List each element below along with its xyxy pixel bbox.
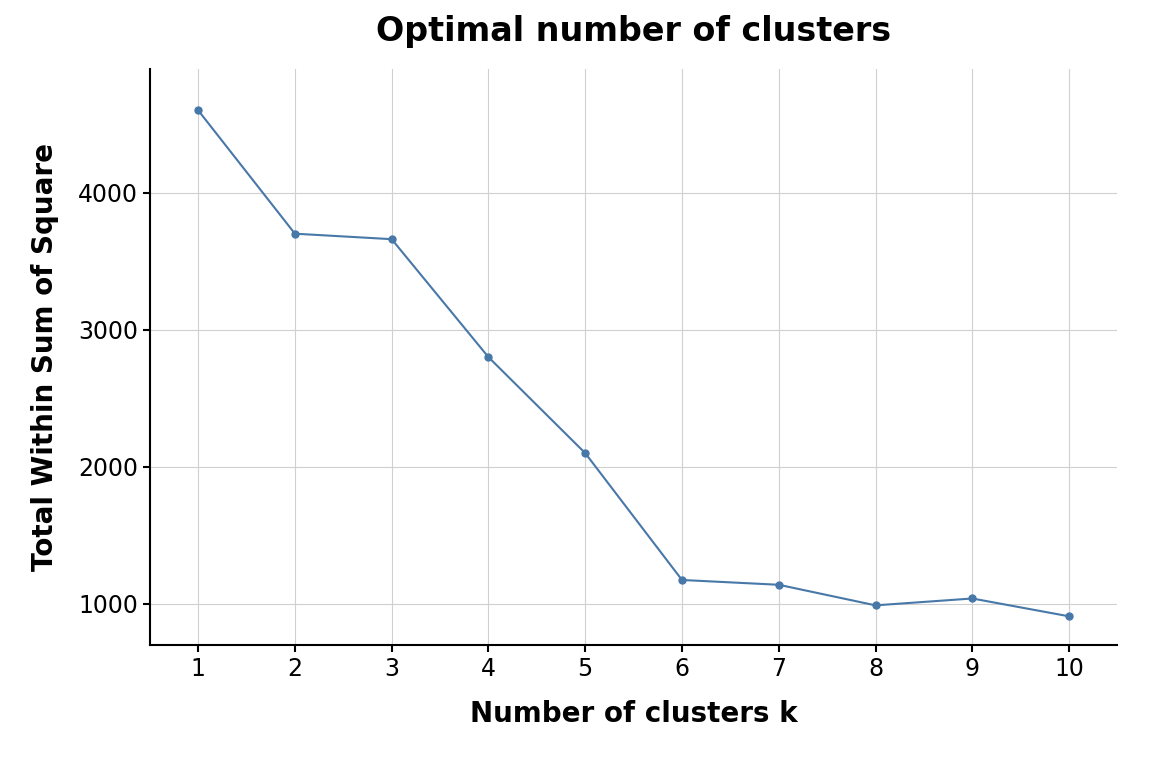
Title: Optimal number of clusters: Optimal number of clusters <box>376 15 892 48</box>
Y-axis label: Total Within Sum of Square: Total Within Sum of Square <box>30 143 59 571</box>
X-axis label: Number of clusters k: Number of clusters k <box>470 700 797 728</box>
